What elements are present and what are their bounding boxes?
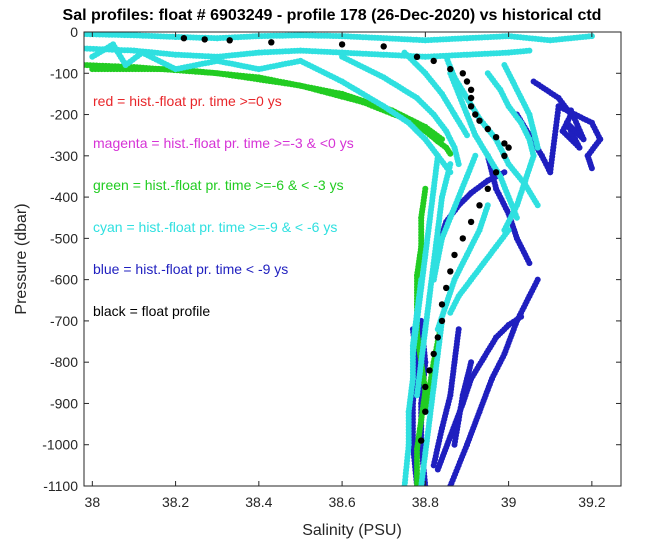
float-data-point <box>226 37 233 44</box>
x-tick-label: 38.2 <box>162 494 189 510</box>
float-data-point <box>484 185 491 192</box>
float-data-point <box>467 218 475 226</box>
data-point <box>518 313 525 320</box>
float-data-point <box>438 301 446 308</box>
float-data-point <box>268 39 275 46</box>
y-tick-label: -900 <box>50 395 78 411</box>
float-data-point <box>430 350 437 358</box>
float-data-point <box>201 36 208 43</box>
tick-layer: 38 38.2 38.4 38.6 38.8 39 39.2 0 -100 -200 -300 -40… <box>42 24 621 510</box>
float-data-point <box>467 103 475 110</box>
y-tick-label: 0 <box>70 24 78 40</box>
float-data-point <box>492 169 500 176</box>
data-point <box>534 276 541 283</box>
x-tick-label: 38.6 <box>328 494 355 510</box>
legend-entry: black = float profile <box>93 303 210 319</box>
float-data-point <box>434 334 441 341</box>
data-point <box>468 359 475 366</box>
float-data-point <box>438 317 446 325</box>
data-point <box>447 150 454 157</box>
plot-area <box>84 32 621 486</box>
data-point <box>464 132 470 139</box>
float-data-point <box>451 251 458 259</box>
legend-entry: blue = hist.-float pr. time < -9 ys <box>93 261 288 277</box>
data-point <box>526 47 533 54</box>
legend-entry: red = hist.-float pr. time >=0 ys <box>93 93 282 109</box>
data-point <box>439 136 445 143</box>
y-tick-label: -600 <box>50 272 78 288</box>
float-data-point <box>447 65 454 73</box>
y-tick-label: -700 <box>50 313 78 329</box>
data-point <box>534 202 541 209</box>
float-data-point <box>422 383 429 391</box>
y-tick-label: -100 <box>50 65 78 81</box>
data-point <box>501 227 508 234</box>
float-data-point <box>492 134 500 141</box>
legend-entry: magenta = hist.-float pr. time >=-3 & <0… <box>93 135 354 151</box>
plot-frame <box>83 31 622 487</box>
y-tick-label: -200 <box>50 107 78 123</box>
data-point <box>447 309 454 316</box>
series-2 <box>84 32 595 486</box>
y-tick-label: -400 <box>50 189 78 205</box>
float-data-point <box>443 284 450 292</box>
x-tick-label: 38.8 <box>412 494 439 510</box>
data-point <box>588 165 595 172</box>
data-point <box>434 326 441 333</box>
data-point <box>430 276 437 283</box>
float-data-point <box>467 86 475 94</box>
float-data-point <box>459 70 466 77</box>
float-data-point <box>484 125 491 133</box>
float-data-point <box>180 35 188 42</box>
x-tick-label: 39 <box>501 494 517 510</box>
float-data-point <box>472 111 479 118</box>
x-tick-label: 38.4 <box>245 494 272 510</box>
data-point <box>414 392 420 399</box>
data-point <box>401 483 408 486</box>
float-data-point <box>447 268 454 275</box>
data-point <box>501 169 508 176</box>
float-data-point <box>476 117 483 124</box>
float-data-point <box>422 408 429 415</box>
float-data-point <box>501 140 508 147</box>
y-tick-label: -1100 <box>43 478 78 494</box>
y-axis-label: Pressure (dbar) <box>13 203 30 314</box>
float-data-point <box>467 94 475 102</box>
float-data-point <box>418 437 425 444</box>
y-tick-label: -500 <box>50 230 78 246</box>
float-data-point <box>380 43 387 50</box>
y-tick-label: -800 <box>50 354 78 370</box>
legend-entry: cyan = hist.-float pr. time >=-9 & < -6 … <box>93 219 337 235</box>
float-data-point <box>426 367 433 374</box>
data-point <box>455 161 462 168</box>
float-data-point <box>459 235 466 242</box>
float-data-point <box>413 53 421 60</box>
chart-title: Sal profiles: float # 6903249 - profile … <box>63 7 602 24</box>
legend-entry: green = hist.-float pr. time >=-6 & < -3… <box>93 177 344 193</box>
data-point <box>534 144 541 151</box>
data-point <box>513 214 520 221</box>
data-point <box>455 326 462 333</box>
float-data-point <box>338 41 346 48</box>
data-layer <box>84 32 604 486</box>
x-axis-label: Salinity (PSU) <box>302 522 402 539</box>
x-tick-label: 39.2 <box>578 494 605 510</box>
data-point <box>418 483 425 486</box>
float-data-point <box>430 57 437 65</box>
x-tick-label: 38 <box>85 494 101 510</box>
data-point <box>526 260 533 267</box>
y-tick-label: -1000 <box>42 437 78 453</box>
float-data-point <box>501 152 508 159</box>
y-tick-label: -300 <box>50 148 78 164</box>
float-data-point <box>505 144 512 151</box>
float-data-point <box>476 202 483 209</box>
series-3 <box>180 35 512 444</box>
legend-layer: red = hist.-float pr. time >=0 ys magenta… <box>93 93 354 319</box>
float-data-point <box>463 78 471 85</box>
